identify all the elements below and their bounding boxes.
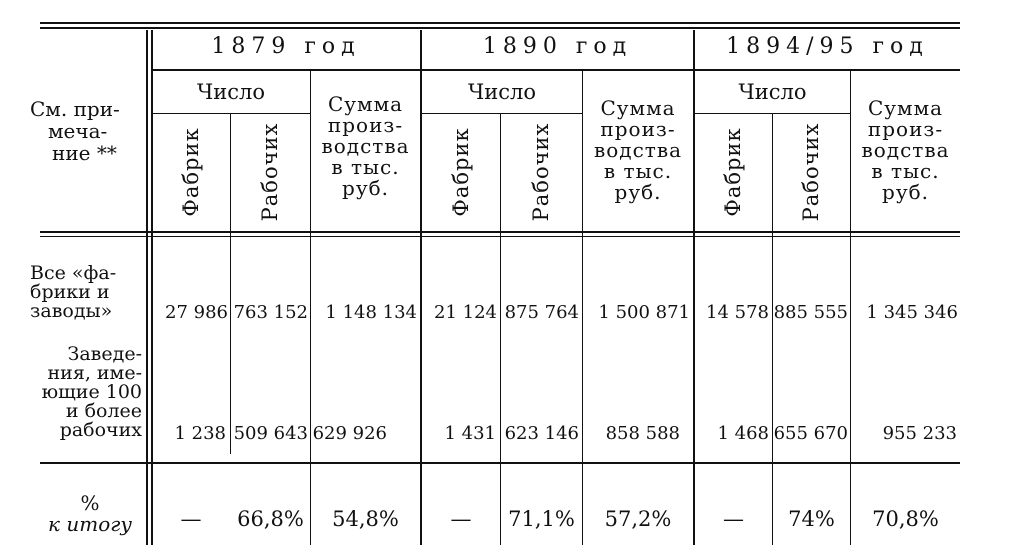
row-label-line: и более <box>65 400 142 422</box>
sum-line-5: руб. <box>342 176 389 200</box>
cell: 21 124 <box>434 302 497 323</box>
cell: 14 578 <box>706 302 769 323</box>
cell: 955 233 <box>882 423 957 444</box>
count-label-3: Число <box>738 80 807 104</box>
year-1894: 1894/95 год <box>726 34 929 59</box>
pct-cell: — <box>180 507 202 531</box>
factories-label-2: Фабрик <box>449 127 473 217</box>
vrule-w2 <box>582 70 583 545</box>
cell: 1 345 346 <box>866 302 958 323</box>
year-1879: 1879 год <box>211 34 361 59</box>
percent-sign: % <box>80 491 100 515</box>
note-line-2: меча- <box>48 119 108 143</box>
sum-label-3: Сумма произ- водства в тыс. руб. <box>851 98 960 203</box>
sum-line-1: Сумма <box>327 92 404 116</box>
cell: 629 926 <box>312 423 387 444</box>
sum-line-3: водства <box>593 138 683 162</box>
vrule-f1 <box>230 114 231 454</box>
count-label-2: Число <box>468 80 536 104</box>
sum-line-5: руб. <box>614 180 662 204</box>
vrule-f3 <box>772 114 773 545</box>
vrule-y1 <box>420 30 422 545</box>
count-rule-3 <box>695 113 850 114</box>
row-label-line: Все «фа- <box>30 262 117 284</box>
count-rule-1 <box>152 113 310 114</box>
cell: 763 152 <box>233 302 308 323</box>
row-label-line: ющие 100 <box>41 381 142 403</box>
vrule-w3 <box>850 70 851 545</box>
row-label-line: брики и <box>30 281 110 303</box>
pct-cell: 74% <box>788 507 835 531</box>
year-rule <box>152 69 960 71</box>
sum-line-2: произ- <box>867 117 944 141</box>
cell: 27 986 <box>165 302 228 323</box>
workers-label-2: Рабочих <box>529 122 553 222</box>
sum-line-4: в тыс. <box>871 159 940 183</box>
cell: 655 670 <box>773 423 848 444</box>
sum-line-5: руб. <box>882 180 929 204</box>
pct-cell: 54,8% <box>332 507 399 531</box>
sum-line-4: в тыс. <box>603 159 673 183</box>
factories-label-1: Фабрик <box>179 127 203 217</box>
top-rule-2 <box>40 27 960 29</box>
cell: 875 764 <box>504 302 579 323</box>
row-label-line: заводы» <box>30 300 113 322</box>
percent-row-label: % к итогу <box>40 493 140 535</box>
pct-cell: 57,2% <box>604 507 672 531</box>
sum-label-1: Сумма произ- водства в тыс. руб. <box>311 94 420 199</box>
pct-cell: — <box>723 507 744 531</box>
sum-line-1: Сумма <box>600 96 676 120</box>
label-vrule <box>146 30 148 545</box>
pct-cell: 71,1% <box>508 507 575 531</box>
note-line-1: См. при- <box>30 97 120 121</box>
cell: 509 643 <box>233 423 308 444</box>
count-label-1: Число <box>197 80 265 104</box>
cell: 858 588 <box>605 423 680 444</box>
row-label-line: рабочих <box>59 419 142 441</box>
factories-label-3: Фабрик <box>721 127 745 217</box>
count-rule-2 <box>422 113 582 114</box>
row-label-large: Заведе- ния, име- ющие 100 и более рабоч… <box>30 345 142 440</box>
cell: 623 146 <box>504 423 579 444</box>
workers-label-3: Рабочих <box>799 122 823 222</box>
row-label-line: Заведе- <box>67 343 142 365</box>
cell: 1 431 <box>444 423 496 444</box>
sum-line-1: Сумма <box>867 96 944 120</box>
sum-line-4: в тыс. <box>331 155 400 179</box>
cell: 1 468 <box>717 423 769 444</box>
sum-line-3: водства <box>321 134 410 158</box>
cell: 885 555 <box>773 302 848 323</box>
workers-label-1: Рабочих <box>258 122 282 222</box>
pct-cell: — <box>450 507 472 531</box>
percent-label: к итогу <box>48 512 132 536</box>
top-rule <box>40 22 960 24</box>
vrule-w1 <box>310 70 311 545</box>
note-header: См. при- меча- ние ** <box>30 98 140 164</box>
sum-label-2: Сумма произ- водства в тыс. руб. <box>583 98 693 203</box>
year-1890: 1890 год <box>482 34 633 59</box>
cell: 1 238 <box>174 423 226 444</box>
vrule-f2 <box>500 114 501 545</box>
label-vrule-2 <box>151 30 153 545</box>
row-label-line: ния, име- <box>47 362 143 384</box>
note-line-3: ние ** <box>52 141 117 165</box>
pct-cell: 66,8% <box>237 507 304 531</box>
sum-line-2: произ- <box>600 117 676 141</box>
sum-line-3: водства <box>861 138 950 162</box>
row-label-all: Все «фа- брики и заводы» <box>30 264 142 321</box>
sum-line-2: произ- <box>327 113 404 137</box>
vrule-y2 <box>693 30 695 545</box>
cell: 1 148 134 <box>325 302 417 323</box>
cell: 1 500 871 <box>598 302 690 323</box>
pct-cell: 70,8% <box>872 507 939 531</box>
